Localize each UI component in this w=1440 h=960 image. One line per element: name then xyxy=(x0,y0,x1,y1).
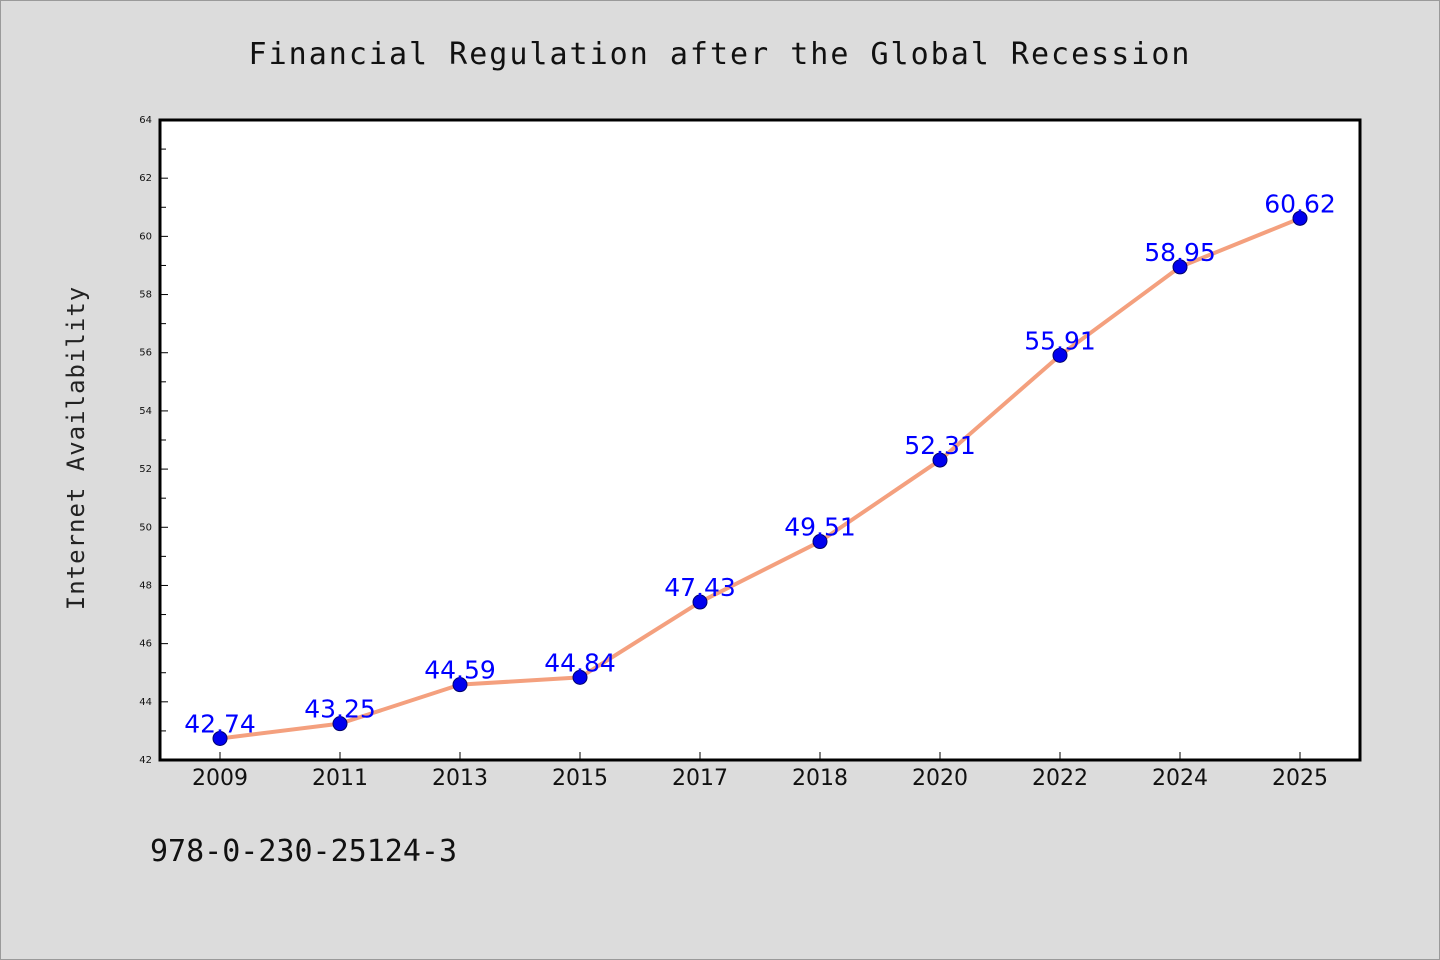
data-label: 47.43 xyxy=(664,573,736,602)
data-label: 60.62 xyxy=(1264,189,1336,218)
y-tick-label: 56 xyxy=(139,348,152,359)
data-label: 58.95 xyxy=(1144,238,1216,267)
chart-title: Financial Regulation after the Global Re… xyxy=(249,37,1192,72)
y-tick-label: 64 xyxy=(139,115,152,126)
data-point xyxy=(1292,210,1308,226)
series-line xyxy=(218,216,1302,741)
data-label: 44.84 xyxy=(544,648,616,677)
y-tick-label: 54 xyxy=(139,406,152,417)
series-line-group xyxy=(218,216,1302,741)
data-label: 44.59 xyxy=(424,656,496,685)
x-tick-label: 2011 xyxy=(312,766,368,791)
data-point xyxy=(812,534,828,550)
data-point xyxy=(212,730,228,746)
y-tick-label: 48 xyxy=(139,580,152,591)
data-label: 42.74 xyxy=(184,709,256,738)
data-point xyxy=(692,594,708,610)
plot-area xyxy=(158,118,1362,762)
y-tick-label: 42 xyxy=(139,755,152,766)
y-axis-label: Internet Availability xyxy=(62,286,90,610)
x-tick-label: 2022 xyxy=(1032,766,1088,791)
x-tick-label: 2013 xyxy=(432,766,488,791)
footer-identifier: 978-0-230-25124-3 xyxy=(150,834,458,869)
y-axis-ticks: 42 44 46 48 50 52 54 56 58 60 62 64 xyxy=(139,115,168,766)
data-point xyxy=(1172,259,1188,275)
data-point xyxy=(452,677,468,693)
y-tick-label: 50 xyxy=(139,522,152,533)
data-label: 43.25 xyxy=(304,695,376,724)
data-point xyxy=(932,452,948,468)
x-tick-label: 2025 xyxy=(1272,766,1328,791)
y-tick-label: 60 xyxy=(139,231,152,242)
x-tick-label: 2024 xyxy=(1152,766,1208,791)
data-labels: 42.74 43.25 44.59 44.84 47.43 49.51 52.31 55.91… xyxy=(184,189,1336,738)
x-tick-label: 2020 xyxy=(912,766,968,791)
data-label: 49.51 xyxy=(784,513,856,542)
y-tick-label: 46 xyxy=(139,639,152,650)
y-tick-label: 44 xyxy=(139,697,152,708)
x-tick-label: 2015 xyxy=(552,766,608,791)
data-points xyxy=(212,210,1308,746)
x-tick-label: 2017 xyxy=(672,766,728,791)
x-tick-label: 2018 xyxy=(792,766,848,791)
data-point xyxy=(572,669,588,685)
data-label: 55.91 xyxy=(1024,326,1096,355)
data-label: 52.31 xyxy=(904,431,976,460)
y-tick-label: 58 xyxy=(139,290,152,301)
y-tick-label: 52 xyxy=(139,464,152,475)
data-point xyxy=(1052,347,1068,363)
data-point xyxy=(332,716,348,732)
x-tick-label: 2009 xyxy=(192,766,248,791)
x-axis-ticks: 2009 2011 2013 2015 2017 2018 2020 2022 2024 2025 xyxy=(192,752,1328,791)
y-tick-label: 62 xyxy=(139,173,152,184)
